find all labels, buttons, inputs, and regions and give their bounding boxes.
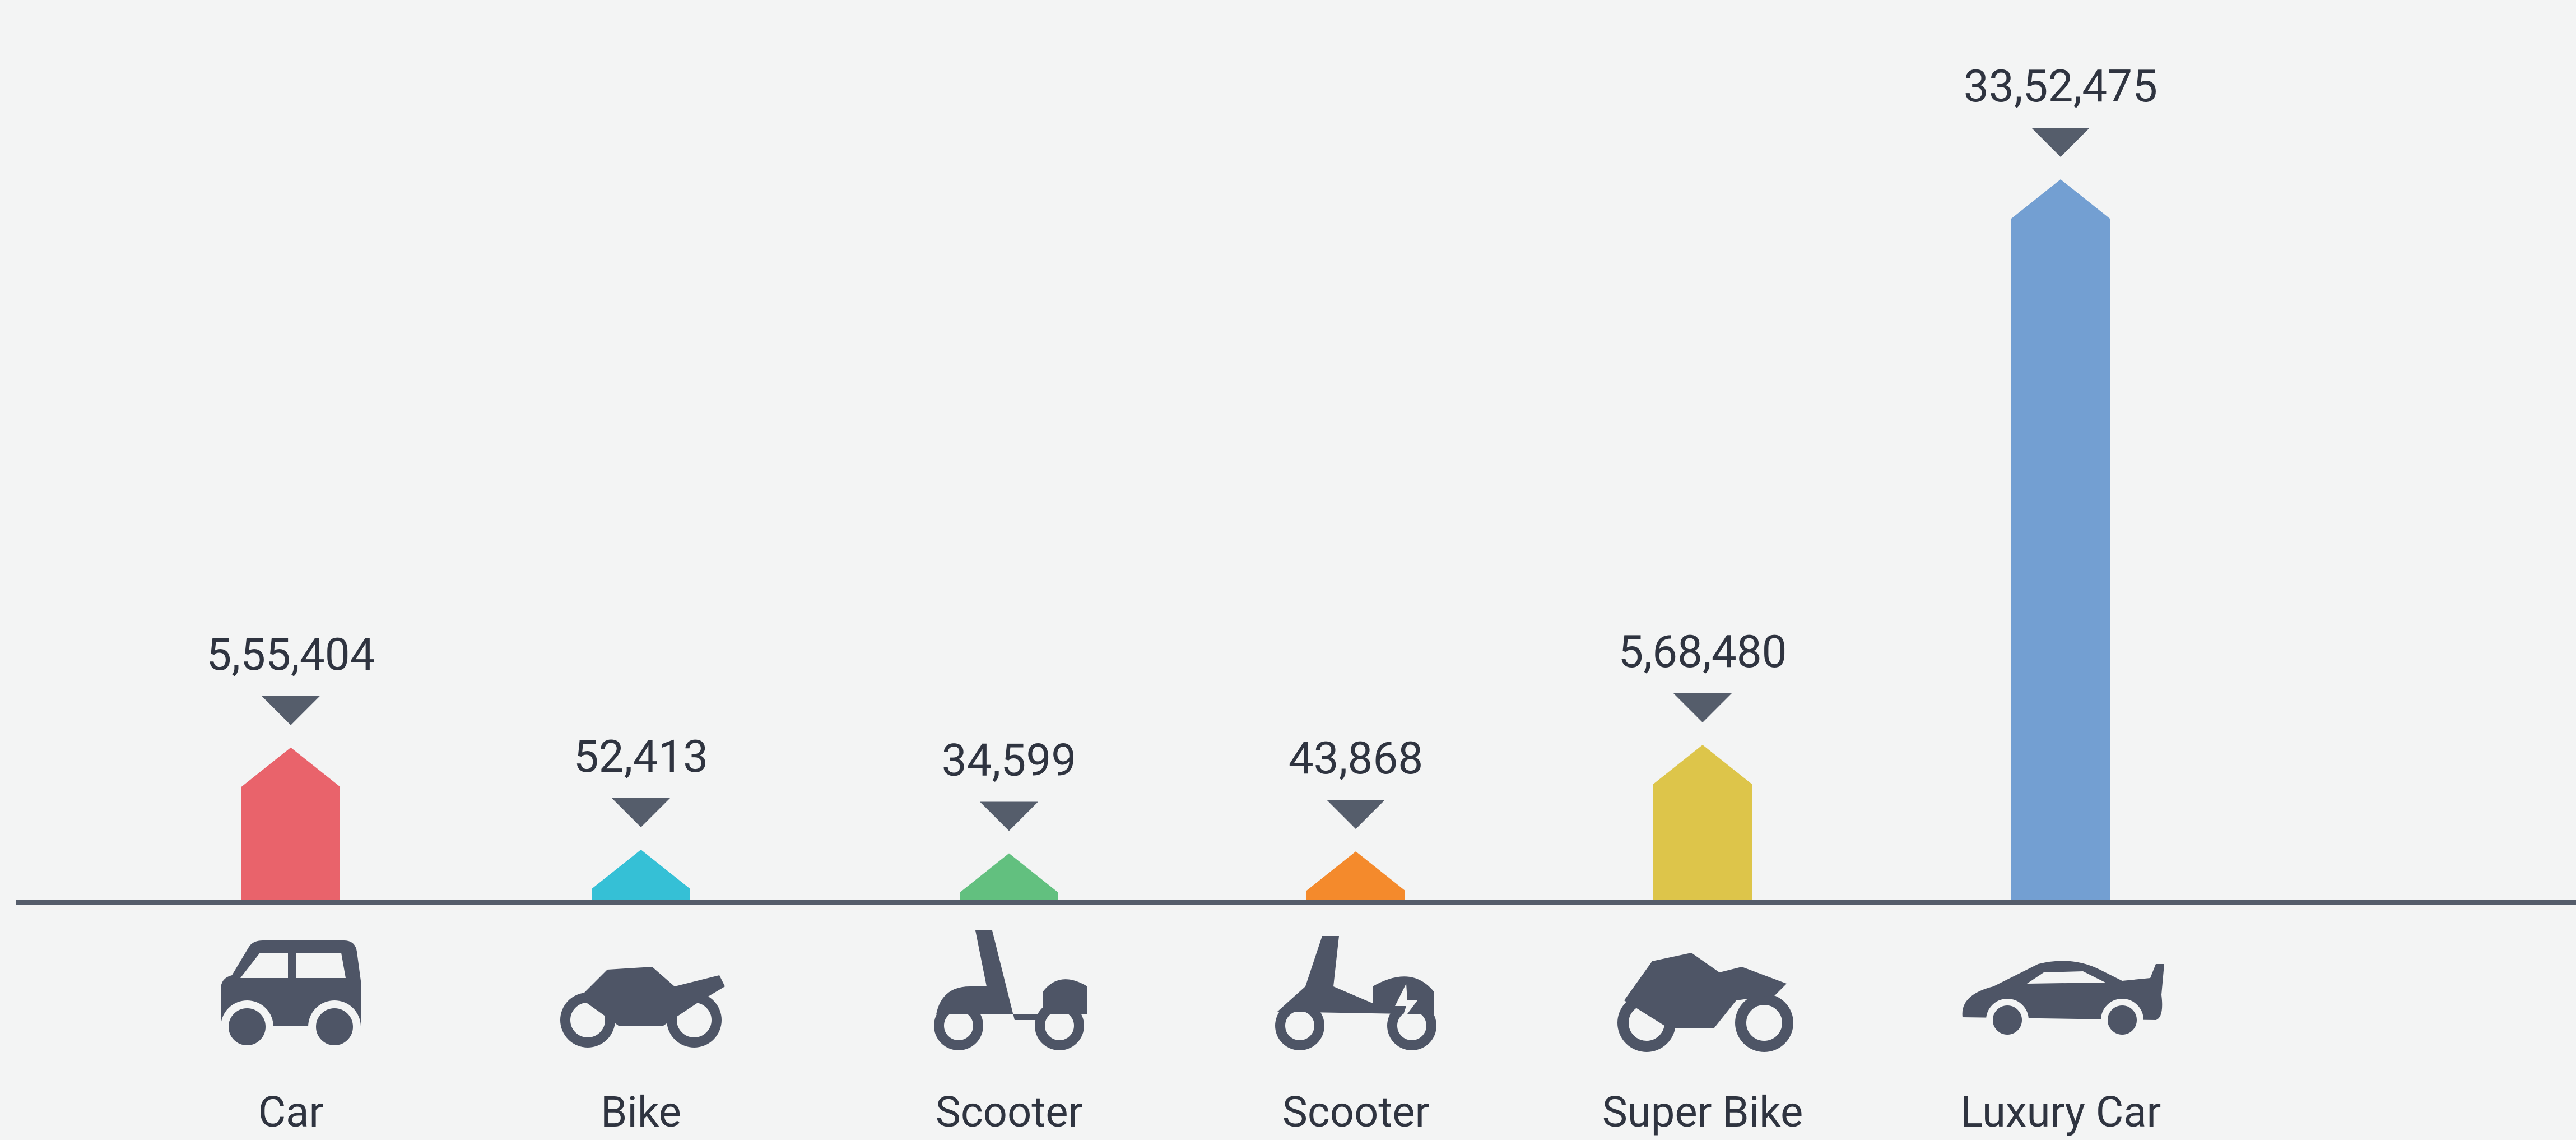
pointer	[980, 801, 1038, 831]
scooter-icon	[934, 930, 1087, 1050]
value-label: 5,55,404	[206, 628, 375, 681]
bar	[1653, 744, 1752, 900]
category-label: Luxury Car	[1960, 1087, 2161, 1137]
bike-icon	[560, 967, 725, 1048]
value-label: 5,68,480	[1618, 625, 1787, 678]
category-label: Car	[258, 1087, 324, 1137]
bar	[960, 853, 1058, 900]
value-label: 33,52,475	[1964, 60, 2157, 113]
bar	[2011, 179, 2110, 900]
pointer	[1673, 693, 1732, 722]
e-scooter-icon	[1275, 936, 1436, 1050]
category-label: Scooter	[1282, 1087, 1430, 1137]
pointer	[262, 696, 320, 725]
pointer	[2031, 128, 2090, 157]
value-label: 43,868	[1289, 732, 1424, 785]
bar	[1306, 851, 1405, 900]
pointer	[1327, 800, 1385, 829]
category-label: Super Bike	[1602, 1087, 1803, 1137]
category-label: Bike	[601, 1087, 681, 1137]
super-bike-icon	[1617, 953, 1793, 1052]
car-icon	[221, 940, 361, 1053]
pointer	[612, 798, 670, 828]
category-label: Scooter	[936, 1087, 1083, 1137]
value-label: 34,599	[942, 734, 1077, 787]
bar	[592, 850, 690, 900]
luxury-car-icon	[1962, 961, 2164, 1041]
bar	[241, 747, 340, 900]
value-label: 52,413	[574, 730, 709, 783]
